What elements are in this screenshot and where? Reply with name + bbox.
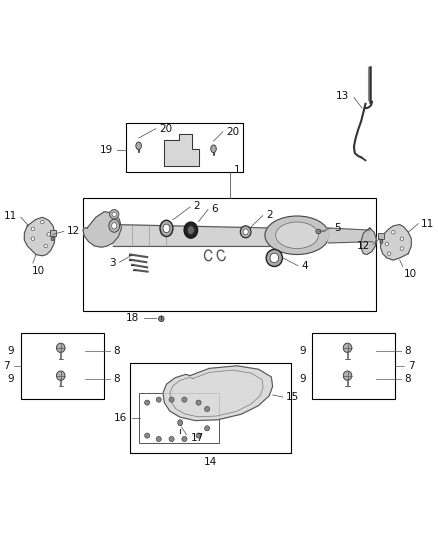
Ellipse shape xyxy=(211,145,216,152)
Polygon shape xyxy=(113,224,269,246)
Bar xyxy=(83,198,376,311)
Text: 19: 19 xyxy=(100,144,113,155)
Ellipse shape xyxy=(343,371,352,381)
Text: 17: 17 xyxy=(191,433,204,443)
Bar xyxy=(378,233,384,239)
Ellipse shape xyxy=(51,237,54,240)
Polygon shape xyxy=(361,228,376,255)
Text: 4: 4 xyxy=(301,261,308,271)
Text: 7: 7 xyxy=(4,361,10,371)
Text: 3: 3 xyxy=(110,258,116,268)
Ellipse shape xyxy=(110,209,119,219)
Ellipse shape xyxy=(343,343,352,352)
Text: 2: 2 xyxy=(194,201,200,211)
Text: 5: 5 xyxy=(335,223,341,233)
Ellipse shape xyxy=(265,216,329,255)
Text: 7: 7 xyxy=(408,361,415,371)
Text: 8: 8 xyxy=(404,346,411,357)
Ellipse shape xyxy=(392,231,395,234)
Text: 16: 16 xyxy=(114,413,127,423)
Polygon shape xyxy=(83,212,121,247)
Text: 9: 9 xyxy=(8,346,14,357)
Text: 8: 8 xyxy=(113,374,120,384)
Text: 9: 9 xyxy=(299,374,306,384)
Text: 13: 13 xyxy=(336,91,349,101)
Text: 8: 8 xyxy=(404,374,411,384)
Ellipse shape xyxy=(182,437,187,441)
Ellipse shape xyxy=(240,226,251,238)
Ellipse shape xyxy=(316,229,321,233)
Polygon shape xyxy=(381,224,411,260)
Ellipse shape xyxy=(169,397,174,402)
Text: 20: 20 xyxy=(159,124,172,134)
Text: 9: 9 xyxy=(299,346,306,357)
Text: 10: 10 xyxy=(404,270,417,279)
Ellipse shape xyxy=(380,240,383,244)
Text: 2: 2 xyxy=(266,209,273,220)
Ellipse shape xyxy=(156,437,161,441)
Ellipse shape xyxy=(136,142,141,150)
Text: 1: 1 xyxy=(234,165,241,175)
Text: 11: 11 xyxy=(4,211,18,221)
Ellipse shape xyxy=(196,400,201,405)
Ellipse shape xyxy=(44,244,47,248)
Text: 10: 10 xyxy=(32,266,45,277)
Text: 8: 8 xyxy=(113,346,120,357)
Bar xyxy=(139,393,219,443)
Ellipse shape xyxy=(31,237,35,240)
Ellipse shape xyxy=(145,433,150,438)
Ellipse shape xyxy=(400,247,403,250)
Ellipse shape xyxy=(163,224,170,233)
Ellipse shape xyxy=(57,343,65,352)
Ellipse shape xyxy=(266,249,283,266)
Text: 11: 11 xyxy=(421,219,434,229)
Ellipse shape xyxy=(47,233,50,236)
Text: 20: 20 xyxy=(226,127,240,136)
Polygon shape xyxy=(25,217,55,256)
Ellipse shape xyxy=(196,433,201,438)
Ellipse shape xyxy=(145,400,150,405)
Ellipse shape xyxy=(385,242,389,246)
Text: 18: 18 xyxy=(125,313,138,323)
Text: 12: 12 xyxy=(357,241,370,251)
Polygon shape xyxy=(164,134,198,166)
Bar xyxy=(130,363,290,453)
Ellipse shape xyxy=(31,227,35,231)
Ellipse shape xyxy=(270,253,279,263)
Text: 6: 6 xyxy=(212,204,218,214)
Ellipse shape xyxy=(205,407,210,411)
Ellipse shape xyxy=(112,223,117,229)
Text: 12: 12 xyxy=(67,227,81,237)
Polygon shape xyxy=(327,228,373,243)
Ellipse shape xyxy=(187,226,194,235)
Text: 14: 14 xyxy=(204,457,217,467)
Ellipse shape xyxy=(184,222,198,238)
Ellipse shape xyxy=(387,252,391,255)
Text: 15: 15 xyxy=(286,392,300,402)
Bar xyxy=(126,123,244,172)
Ellipse shape xyxy=(243,229,248,235)
Ellipse shape xyxy=(182,397,187,402)
Text: 9: 9 xyxy=(8,374,14,384)
Ellipse shape xyxy=(400,237,403,240)
Ellipse shape xyxy=(112,212,117,216)
Ellipse shape xyxy=(178,420,183,426)
Ellipse shape xyxy=(156,397,161,402)
Ellipse shape xyxy=(57,371,65,381)
Ellipse shape xyxy=(41,220,44,224)
Bar xyxy=(50,230,56,236)
Ellipse shape xyxy=(169,437,174,441)
Polygon shape xyxy=(163,366,272,421)
Ellipse shape xyxy=(205,426,210,431)
Bar xyxy=(312,333,396,399)
Ellipse shape xyxy=(109,220,120,232)
Bar xyxy=(21,333,104,399)
Ellipse shape xyxy=(159,316,164,321)
Ellipse shape xyxy=(276,222,318,248)
Ellipse shape xyxy=(160,220,173,237)
